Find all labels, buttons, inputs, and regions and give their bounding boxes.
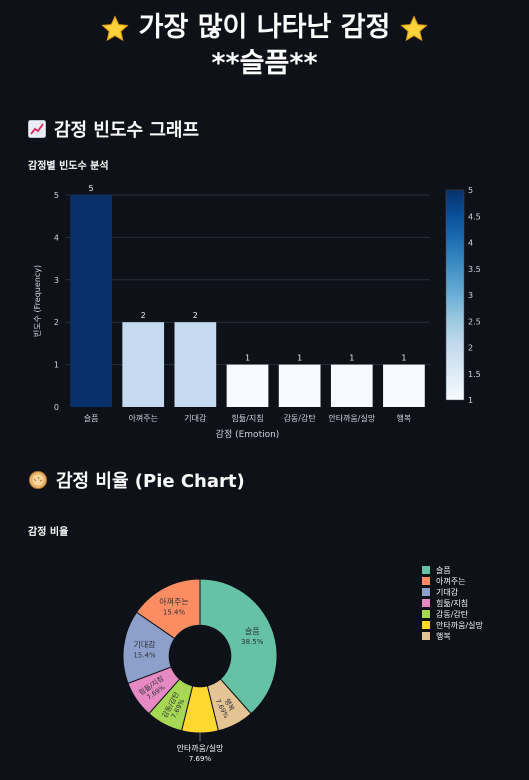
legend-item[interactable]: 힘듦/지침 — [436, 598, 468, 608]
bar-value-label: 1 — [401, 354, 406, 363]
star-icon — [101, 14, 129, 41]
x-tick-label: 감동/감탄 — [284, 413, 317, 423]
pie-slice-percent: 15.4% — [133, 651, 156, 659]
x-tick-label: 행복 — [397, 413, 412, 423]
pie-section-title: 감정 비율 (Pie Chart) — [56, 471, 245, 492]
bar-value-label: 5 — [89, 184, 94, 193]
pie-slice-label: 기대감 — [133, 639, 156, 649]
x-tick-label: 힘듦/지침 — [231, 413, 263, 423]
y-tick-label: 2 — [54, 318, 59, 327]
y-axis-label: 빈도수 (Frequency) — [33, 265, 42, 337]
colorbar-tick-label: 3 — [468, 291, 473, 300]
colorbar-tick-label: 1.5 — [468, 370, 481, 379]
bar-value-label: 2 — [193, 311, 198, 320]
bar — [278, 364, 321, 407]
pie-slice-percent: 38.5% — [241, 638, 264, 646]
bar — [174, 322, 217, 407]
colorbar-tick-label: 3.5 — [468, 265, 481, 274]
legend-swatch[interactable] — [422, 566, 430, 574]
colorbar-tick-label: 2 — [468, 344, 473, 353]
x-tick-label: 슬픔 — [84, 413, 99, 423]
colorbar-tick-label: 2.5 — [468, 317, 481, 326]
legend-item[interactable]: 기대감 — [436, 587, 459, 597]
colorbar — [445, 189, 465, 401]
legend-swatch[interactable] — [422, 610, 430, 618]
title-line2: **슬픔** — [211, 48, 318, 79]
legend-item[interactable]: 안타까움/실망 — [436, 620, 483, 630]
pie-chart: 슬픔38.5%행복7.69%안타까움/실망7.69%감동/감탄7.69%힘듦/지… — [122, 565, 483, 763]
pie-chart-title: 감정 비율 — [28, 527, 69, 538]
legend-swatch[interactable] — [422, 599, 430, 607]
legend-item[interactable]: 감동/감탄 — [436, 609, 469, 619]
legend-swatch[interactable] — [422, 632, 430, 640]
colorbar-tick-label: 5 — [468, 186, 473, 195]
legend-swatch[interactable] — [422, 621, 430, 629]
title-line1: 가장 많이 나타난 감정 — [138, 12, 391, 43]
pie-slice-percent: 15.4% — [163, 609, 186, 617]
colorbar-tick-label: 4 — [468, 239, 473, 248]
legend-item[interactable]: 행복 — [436, 631, 451, 641]
legend-swatch[interactable] — [422, 588, 430, 596]
bar-value-label: 1 — [245, 354, 250, 363]
bar-value-label: 1 — [297, 354, 302, 363]
y-tick-label: 3 — [54, 276, 59, 285]
bar — [122, 322, 165, 407]
bar-chart: 0 1 2 3 4 5 빈도수 (Frequency) 5 슬픔 2 아껴주는 2 기대감 1 힘듦/지침 1… — [33, 184, 481, 440]
bar-value-label: 2 — [141, 311, 146, 320]
bar — [226, 364, 269, 407]
pie-slice — [135, 578, 201, 640]
bar-section-heading: 감정 빈도수 그래프 — [28, 116, 199, 142]
colorbar-tick-label: 4.5 — [468, 212, 481, 221]
chart-increasing-icon — [28, 120, 46, 138]
star-icon — [400, 14, 428, 41]
bar-value-label: 1 — [349, 354, 354, 363]
y-tick-label: 0 — [54, 403, 59, 412]
legend-item[interactable]: 아껴주는 — [436, 576, 465, 586]
pie-icon — [29, 471, 47, 489]
pie-section-heading: 감정 비율 (Pie Chart) — [28, 467, 245, 493]
bar-section-title: 감정 빈도수 그래프 — [54, 120, 200, 141]
pie-slice — [199, 578, 278, 715]
pie-slice-label: 아껴주는 — [159, 597, 188, 607]
x-tick-label: 아껴주는 — [128, 413, 157, 423]
pie-slice-label: 안타까움/실망 — [177, 743, 224, 753]
x-tick-label: 안타까움/실망 — [328, 413, 375, 423]
legend-item[interactable]: 슬픔 — [436, 565, 451, 575]
legend-swatch[interactable] — [422, 577, 430, 585]
bar-chart-title: 감정별 빈도수 분석 — [28, 161, 109, 172]
x-axis-label: 감정 (Emotion) — [216, 428, 280, 440]
x-tick-label: 기대감 — [184, 413, 207, 423]
bar — [383, 364, 425, 407]
y-tick-label: 4 — [54, 233, 59, 242]
pie-slice-label: 슬픔 — [245, 626, 260, 636]
y-tick-label: 1 — [54, 361, 59, 370]
y-tick-label: 5 — [54, 191, 59, 200]
colorbar-tick-label: 1 — [468, 396, 473, 405]
page-title: 가장 많이 나타난 감정 **슬픔** — [0, 10, 529, 82]
pie-slice-percent: 7.69% — [189, 755, 212, 763]
bar — [330, 364, 373, 407]
bar — [70, 195, 112, 407]
